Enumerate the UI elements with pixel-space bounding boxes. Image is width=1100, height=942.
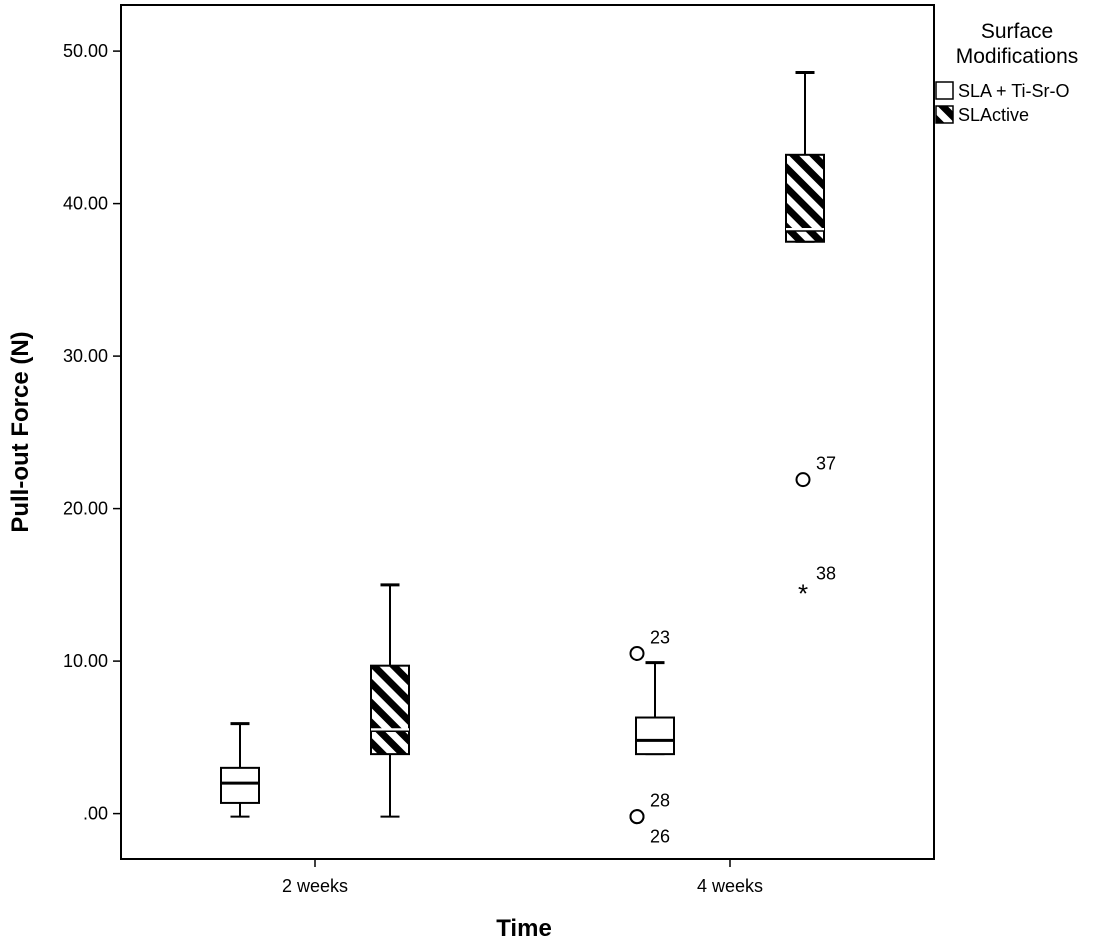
y-tick-label: 10.00: [63, 651, 108, 671]
box-sla-ti-sr-o-4-weeks: [635, 661, 675, 756]
legend-title-line-1: Surface: [981, 20, 1053, 43]
legend-label-sla-ti-sr-o: SLA + Ti-Sr-O: [958, 81, 1070, 101]
y-tick-label: .00: [83, 804, 108, 824]
legend: Surface Modifications SLA + Ti-Sr-O SLAc…: [935, 20, 1079, 125]
legend-title-line-2: Modifications: [956, 45, 1079, 68]
box-body: [635, 716, 675, 756]
box-slactive-2-weeks: [370, 583, 410, 818]
x-axis-title: Time: [496, 915, 552, 942]
outlier-marker-38: *: [798, 578, 808, 608]
box-sla-ti-sr-o-2-weeks: [220, 722, 260, 818]
x-axis: 2 weeks 4 weeks: [282, 859, 763, 896]
outlier-label-38: 38: [816, 563, 836, 583]
box-body: [370, 664, 410, 756]
outlier-label-23: 23: [650, 627, 670, 647]
outlier-marker-23: [629, 645, 645, 661]
outlier-marker-26: [629, 809, 645, 825]
x-tick-label-4-weeks: 4 weeks: [697, 876, 763, 896]
y-tick-label: 40.00: [63, 194, 108, 214]
legend-swatch-sla-ti-sr-o: [935, 81, 954, 100]
y-axis-title: Pull-out Force (N): [7, 331, 34, 532]
plot-frame: [120, 4, 935, 860]
box-group: [220, 70, 825, 818]
y-tick-label: 50.00: [63, 41, 108, 61]
outlier-label-37: 37: [816, 454, 836, 474]
box-body: [785, 153, 825, 243]
y-tick-label: 30.00: [63, 346, 108, 366]
box-body: [220, 766, 260, 804]
x-tick-label-2-weeks: 2 weeks: [282, 876, 348, 896]
outlier-group: 23 28 26 37 * 38: [629, 454, 836, 847]
legend-label-slactive: SLActive: [958, 105, 1029, 125]
y-axis: .00 10.00 20.00 30.00 40.00 50.00: [63, 41, 121, 824]
y-tick-label: 20.00: [63, 499, 108, 519]
outlier-label-26: 26: [650, 827, 670, 847]
box-slactive-4-weeks: [785, 70, 825, 243]
legend-swatch-slactive: [935, 105, 954, 124]
outlier-marker-37: [795, 472, 811, 488]
outlier-label-28: 28: [650, 791, 670, 811]
